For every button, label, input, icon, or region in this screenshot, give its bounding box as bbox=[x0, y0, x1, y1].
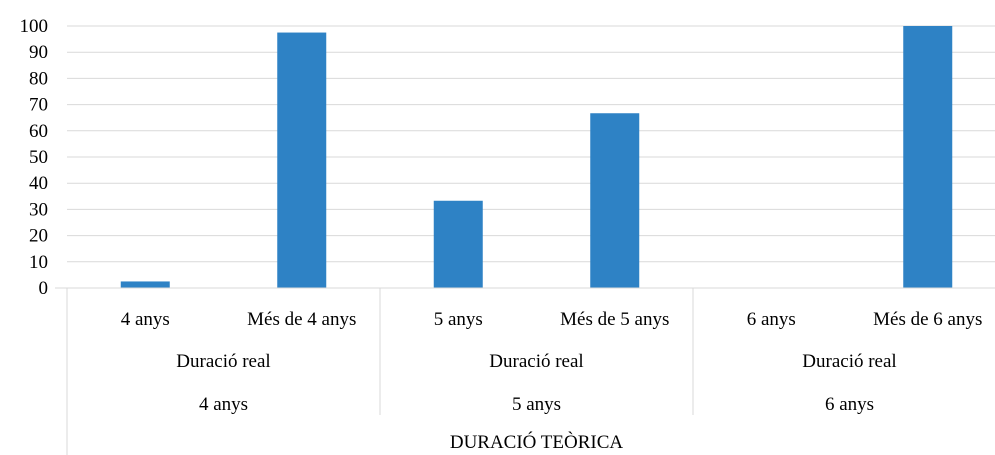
y-tick-label: 90 bbox=[29, 42, 48, 63]
x-category-label: 6 anys bbox=[747, 309, 796, 330]
y-tick-labels: 0 10 20 30 40 50 60 70 80 90 100 bbox=[20, 16, 49, 299]
y-tick-label: 70 bbox=[29, 95, 48, 116]
x-subgroup-label: Duració real bbox=[489, 351, 583, 372]
y-tick-label: 0 bbox=[39, 278, 49, 299]
x-axis-labels: 4 anys Més de 4 anys 5 anys Més de 5 anys 6 … bbox=[121, 309, 983, 415]
bar bbox=[120, 281, 170, 288]
bar bbox=[903, 26, 953, 288]
y-tick-label: 80 bbox=[29, 68, 48, 89]
y-tick-label: 60 bbox=[29, 121, 48, 142]
y-tick-label: 30 bbox=[29, 199, 48, 220]
bar bbox=[590, 113, 640, 288]
x-category-label: Més de 4 anys bbox=[247, 309, 356, 330]
x-category-label: 4 anys bbox=[121, 309, 170, 330]
y-tick-label: 40 bbox=[29, 173, 48, 194]
x-category-label: 5 anys bbox=[434, 309, 483, 330]
y-tick-label: 100 bbox=[20, 16, 49, 37]
x-group-label: 6 anys bbox=[825, 394, 874, 415]
x-group-label: 4 anys bbox=[199, 394, 248, 415]
bar bbox=[277, 32, 327, 288]
y-tick-label: 20 bbox=[29, 226, 48, 247]
bars bbox=[120, 26, 953, 288]
x-category-label: Més de 5 anys bbox=[560, 309, 669, 330]
x-subgroup-label: Duració real bbox=[176, 351, 270, 372]
y-tick-label: 50 bbox=[29, 147, 48, 168]
axes bbox=[55, 287, 995, 455]
x-category-label: Més de 6 anys bbox=[873, 309, 982, 330]
y-tick-label: 10 bbox=[29, 252, 48, 273]
x-subgroup-label: Duració real bbox=[802, 351, 896, 372]
bar bbox=[433, 200, 483, 288]
gridlines bbox=[67, 25, 995, 263]
x-axis-title: DURACIÓ TEÒRICA bbox=[450, 431, 624, 453]
x-group-label: 5 anys bbox=[512, 394, 561, 415]
